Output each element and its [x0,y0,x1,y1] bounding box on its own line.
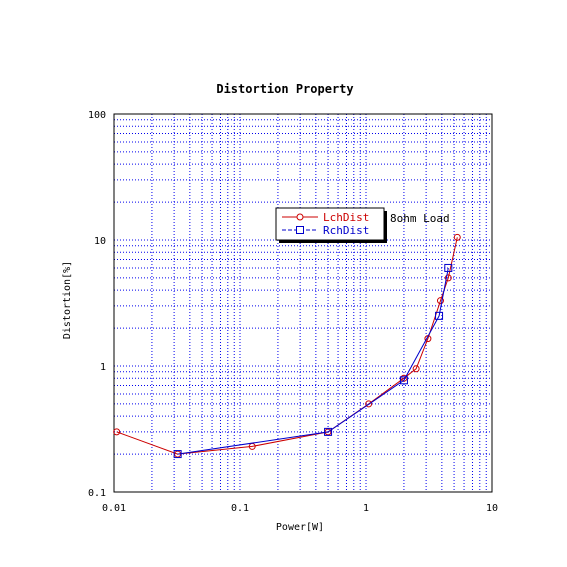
legend-marker-rchdist [296,226,304,234]
x-axis-ticks: 0.01 0.1 1 10 [102,503,498,514]
point-lchdist [412,365,420,373]
x-tick-label: 1 [363,503,369,514]
series-line-lchdist [116,237,458,455]
series-layer [113,233,461,459]
series-line-rchdist [177,267,449,455]
y-tick-label: 1 [100,362,106,373]
y-tick-label: 0.1 [88,488,106,499]
x-axis-title: Power[W] [276,522,324,533]
legend-label-rchdist: RchDist [323,224,369,237]
x-tick-label: 0.1 [231,503,249,514]
point-rchdist [173,450,182,459]
y-tick-label: 100 [88,110,106,121]
point-lchdist [453,233,461,241]
point-rchdist [324,427,333,436]
y-axis-title: Distortion[%] [62,261,73,339]
grid [114,114,492,492]
point-lchdist [113,428,121,436]
chart-title: Distortion Property [216,82,353,96]
y-tick-label: 10 [94,236,106,247]
load-annotation: 8ohm Load [390,212,450,225]
legend-label-lchdist: LchDist [323,211,369,224]
point-rchdist [399,376,408,385]
point-lchdist [365,400,373,408]
y-axis-ticks: 0.1 1 10 100 [88,110,106,499]
point-lchdist [436,297,444,305]
legend-marker-lchdist [296,213,304,221]
point-lchdist [444,274,452,282]
x-tick-label: 0.01 [102,503,126,514]
x-tick-label: 10 [486,503,498,514]
point-rchdist [444,263,453,272]
plot-frame [113,113,493,493]
point-rchdist [435,311,444,320]
legend-box [275,207,385,241]
